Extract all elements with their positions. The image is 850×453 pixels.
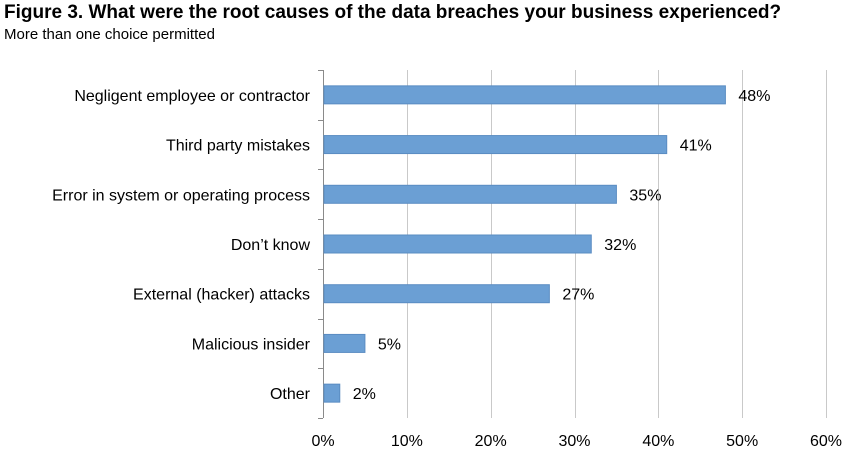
- x-tick-label: 20%: [475, 433, 507, 450]
- bar: [323, 184, 617, 204]
- x-tick-label: 10%: [391, 433, 423, 450]
- data-label: 27%: [562, 287, 594, 304]
- data-label: 2%: [353, 386, 376, 403]
- category-label: External (hacker) attacks: [133, 287, 310, 304]
- x-tick-label: 30%: [558, 433, 590, 450]
- data-label: 5%: [378, 336, 401, 353]
- x-tick-label: 0%: [311, 433, 334, 450]
- category-label: Malicious insider: [192, 336, 311, 353]
- data-label: 41%: [680, 138, 712, 155]
- x-tick-label: 50%: [726, 433, 758, 450]
- bar: [323, 85, 726, 105]
- x-tick-label: 40%: [642, 433, 674, 450]
- bar: [323, 383, 341, 403]
- bar: [323, 333, 366, 353]
- chart-subtitle: More than one choice permitted: [4, 26, 215, 43]
- data-label: 35%: [629, 187, 661, 204]
- bar: [323, 135, 668, 155]
- category-label: Don’t know: [231, 237, 311, 254]
- data-label: 48%: [738, 88, 770, 105]
- data-label: 32%: [604, 237, 636, 254]
- category-label: Negligent employee or contractor: [74, 88, 310, 105]
- chart-title: Figure 3. What were the root causes of t…: [4, 2, 782, 23]
- x-tick-label: 60%: [810, 433, 842, 450]
- category-label: Third party mistakes: [166, 138, 310, 155]
- bar: [323, 234, 592, 254]
- category-label: Other: [270, 386, 311, 403]
- bar: [323, 284, 550, 304]
- category-label: Error in system or operating process: [52, 187, 310, 204]
